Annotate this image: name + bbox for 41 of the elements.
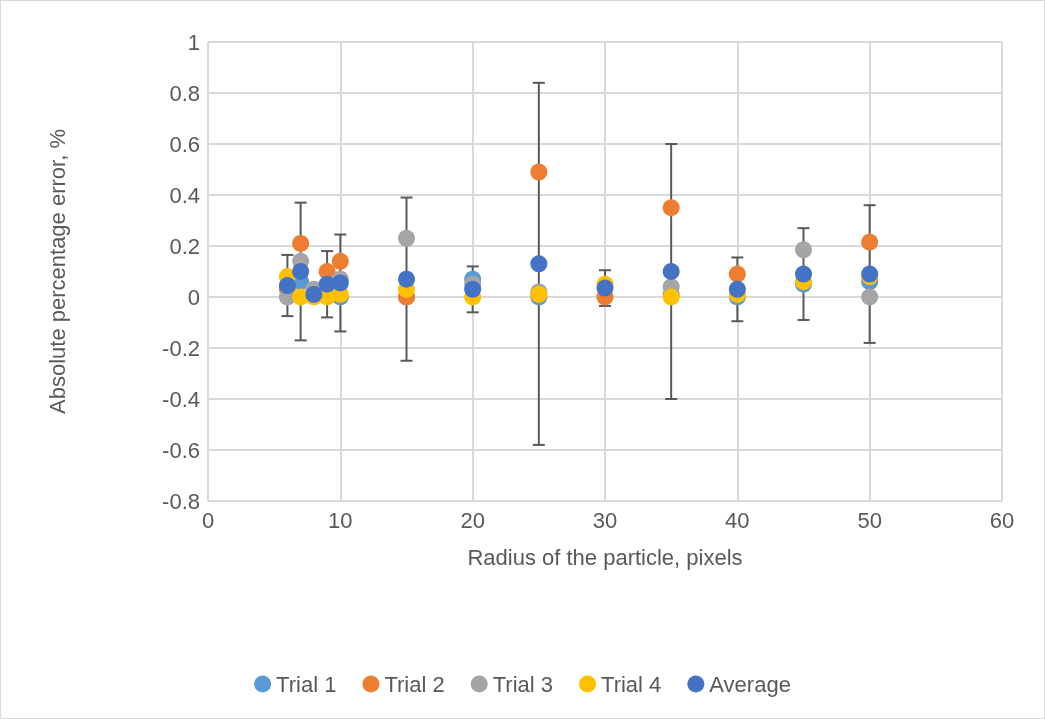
point [530, 163, 548, 181]
y-tick-label: -0.8 [162, 488, 200, 514]
point [596, 279, 614, 297]
point [861, 233, 879, 251]
legend-label: Trial 3 [492, 671, 554, 697]
point [795, 265, 812, 283]
legend-label: Trial 1 [276, 671, 337, 697]
x-tick-label: 30 [592, 507, 618, 533]
legend-label: Trial 2 [384, 671, 445, 697]
y-tick-label: 0.2 [169, 233, 200, 259]
point [530, 255, 548, 273]
x-tick-label: 10 [328, 507, 353, 533]
x-tick-label: 20 [460, 507, 485, 533]
y-axis-title: Absolute percentage error, % [44, 129, 70, 414]
point [662, 199, 680, 217]
point [728, 280, 746, 298]
point [662, 263, 680, 280]
y-tick-label: 0 [187, 284, 200, 310]
x-tick-label: 60 [989, 507, 1015, 533]
point [331, 274, 349, 292]
y-tick-label: 0.6 [169, 131, 200, 157]
x-tick-label: 40 [725, 507, 750, 533]
point [464, 280, 482, 298]
point [398, 270, 415, 288]
legend-label: Trial 4 [601, 671, 662, 697]
y-tick-label: 0.8 [169, 80, 200, 106]
x-axis-title: Radius of the particle, pixels [467, 544, 743, 570]
point [292, 263, 310, 280]
y-tick-label: -0.6 [162, 437, 200, 463]
legend-label: Average [709, 671, 791, 697]
x-tick-label: 50 [857, 507, 882, 533]
point [331, 252, 349, 270]
point [292, 234, 310, 252]
point [728, 265, 746, 283]
point [398, 229, 415, 247]
y-tick-label: -0.4 [162, 386, 200, 412]
point [861, 288, 879, 306]
point [795, 241, 812, 259]
y-tick-label: 0.4 [169, 182, 200, 208]
y-tick-label: -0.2 [162, 335, 200, 361]
y-tick-label: 1 [187, 29, 200, 55]
